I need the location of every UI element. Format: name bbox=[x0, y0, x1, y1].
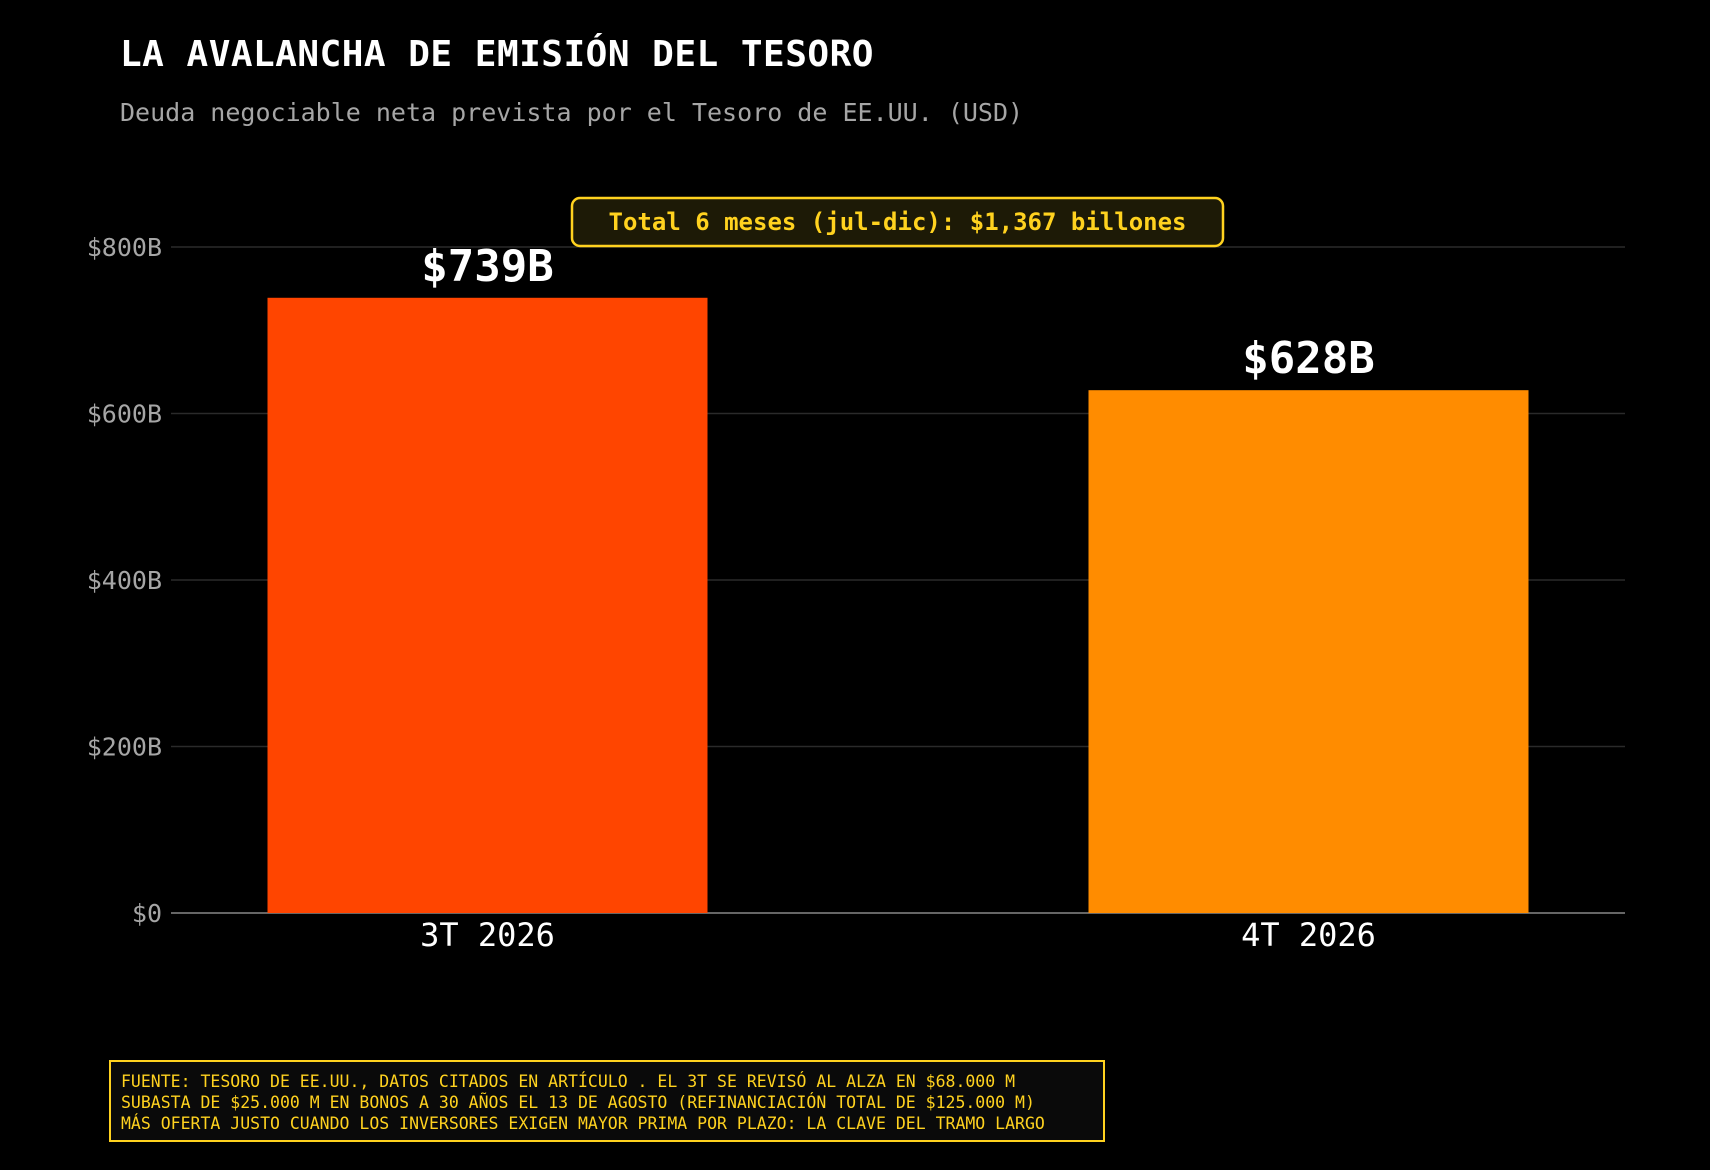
value-labels: $739B $628B bbox=[421, 241, 1374, 384]
y-tick-label: $800B bbox=[87, 233, 162, 262]
bar-value-label: $628B bbox=[1242, 333, 1374, 384]
bar-chart: $0 $200B $400B $600B $800B 3T 2026 4T 2026 $7… bbox=[87, 196, 1625, 954]
footnote-line: SUBASTA DE $25.000 M EN BONOS A 30 AÑOS … bbox=[121, 1093, 1035, 1112]
x-axis-ticks: 3T 2026 4T 2026 bbox=[420, 916, 1376, 954]
footnote-line: FUENTE: TESORO DE EE.UU., DATOS CITADOS … bbox=[121, 1072, 1016, 1091]
y-tick-label: $200B bbox=[87, 733, 162, 762]
x-tick-label: 4T 2026 bbox=[1241, 916, 1376, 954]
footnote-line: MÁS OFERTA JUSTO CUANDO LOS INVERSORES E… bbox=[121, 1114, 1045, 1133]
y-axis-ticks: $0 $200B $400B $600B $800B bbox=[87, 233, 162, 928]
bar-value-label: $739B bbox=[421, 241, 553, 292]
bar bbox=[267, 297, 708, 914]
bar bbox=[1088, 390, 1529, 913]
y-tick-label: $400B bbox=[87, 566, 162, 595]
y-tick-label: $0 bbox=[132, 899, 162, 928]
bars bbox=[267, 297, 1529, 914]
chart-subtitle: Deuda negociable neta prevista por el Te… bbox=[120, 98, 1024, 127]
y-tick-label: $600B bbox=[87, 400, 162, 429]
chart-title: LA AVALANCHA DE EMISIÓN DEL TESORO bbox=[120, 34, 874, 75]
total-annotation: Total 6 meses (jul-dic): $1,367 billones bbox=[570, 196, 1225, 248]
annotation-text: Total 6 meses (jul-dic): $1,367 billones bbox=[609, 208, 1187, 236]
x-tick-label: 3T 2026 bbox=[420, 916, 555, 954]
annotation-box bbox=[570, 196, 1225, 248]
source-footnote: FUENTE: TESORO DE EE.UU., DATOS CITADOS … bbox=[109, 1060, 1105, 1142]
